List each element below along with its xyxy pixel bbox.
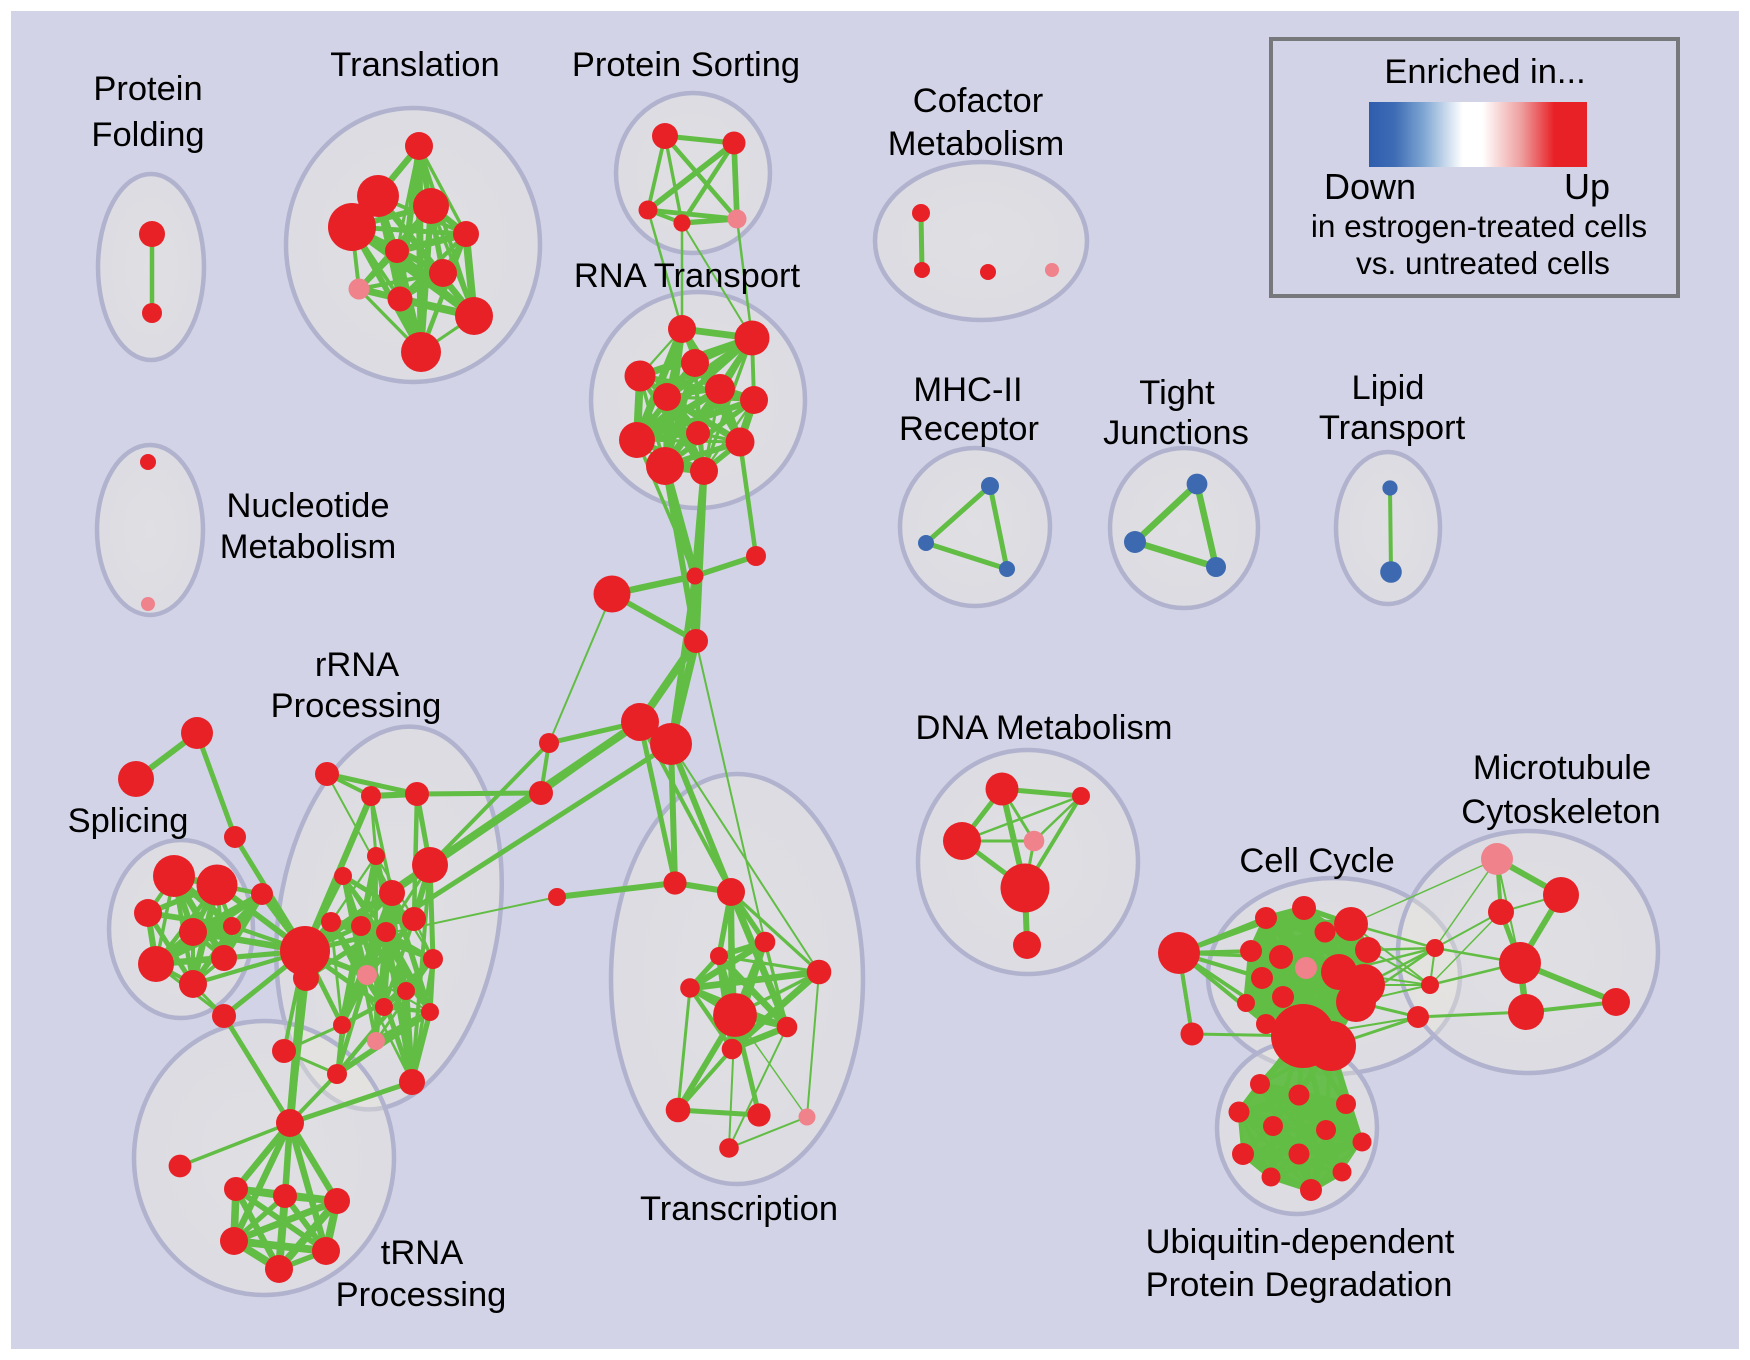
svg-text:Cofactor: Cofactor bbox=[913, 82, 1043, 120]
svg-text:Up: Up bbox=[1564, 166, 1610, 207]
svg-text:DNA Metabolism: DNA Metabolism bbox=[916, 709, 1173, 747]
svg-text:Metabolism: Metabolism bbox=[888, 125, 1064, 163]
svg-text:Ubiquitin-dependent: Ubiquitin-dependent bbox=[1146, 1223, 1455, 1261]
svg-text:Processing: Processing bbox=[336, 1276, 507, 1314]
svg-text:tRNA: tRNA bbox=[381, 1234, 463, 1272]
svg-text:MHC-II: MHC-II bbox=[913, 371, 1022, 409]
svg-text:Protein: Protein bbox=[93, 70, 202, 108]
svg-text:Metabolism: Metabolism bbox=[220, 528, 396, 566]
svg-text:in estrogen-treated cells: in estrogen-treated cells bbox=[1311, 208, 1647, 244]
svg-text:Tight: Tight bbox=[1139, 374, 1215, 412]
svg-text:Transport: Transport bbox=[1319, 409, 1466, 447]
svg-text:Nucleotide: Nucleotide bbox=[226, 487, 389, 525]
svg-text:Splicing: Splicing bbox=[68, 802, 189, 840]
svg-text:Enriched in...: Enriched in... bbox=[1384, 53, 1585, 91]
svg-text:Cytoskeleton: Cytoskeleton bbox=[1461, 793, 1660, 831]
svg-text:Translation: Translation bbox=[330, 46, 499, 84]
svg-text:Protein Degradation: Protein Degradation bbox=[1146, 1266, 1453, 1304]
svg-text:Protein Sorting: Protein Sorting bbox=[572, 46, 800, 84]
svg-text:Cell Cycle: Cell Cycle bbox=[1239, 842, 1394, 880]
svg-text:Lipid: Lipid bbox=[1352, 369, 1425, 407]
svg-text:Transcription: Transcription bbox=[640, 1190, 838, 1228]
svg-text:Junctions: Junctions bbox=[1103, 414, 1249, 452]
svg-text:Processing: Processing bbox=[271, 687, 442, 725]
svg-text:rRNA: rRNA bbox=[315, 646, 399, 684]
svg-text:Folding: Folding bbox=[91, 116, 204, 154]
svg-text:vs. untreated cells: vs. untreated cells bbox=[1356, 245, 1610, 281]
svg-text:Microtubule: Microtubule bbox=[1473, 749, 1651, 787]
svg-text:Down: Down bbox=[1324, 166, 1416, 207]
svg-text:Receptor: Receptor bbox=[899, 410, 1039, 448]
svg-text:RNA Transport: RNA Transport bbox=[574, 257, 801, 295]
